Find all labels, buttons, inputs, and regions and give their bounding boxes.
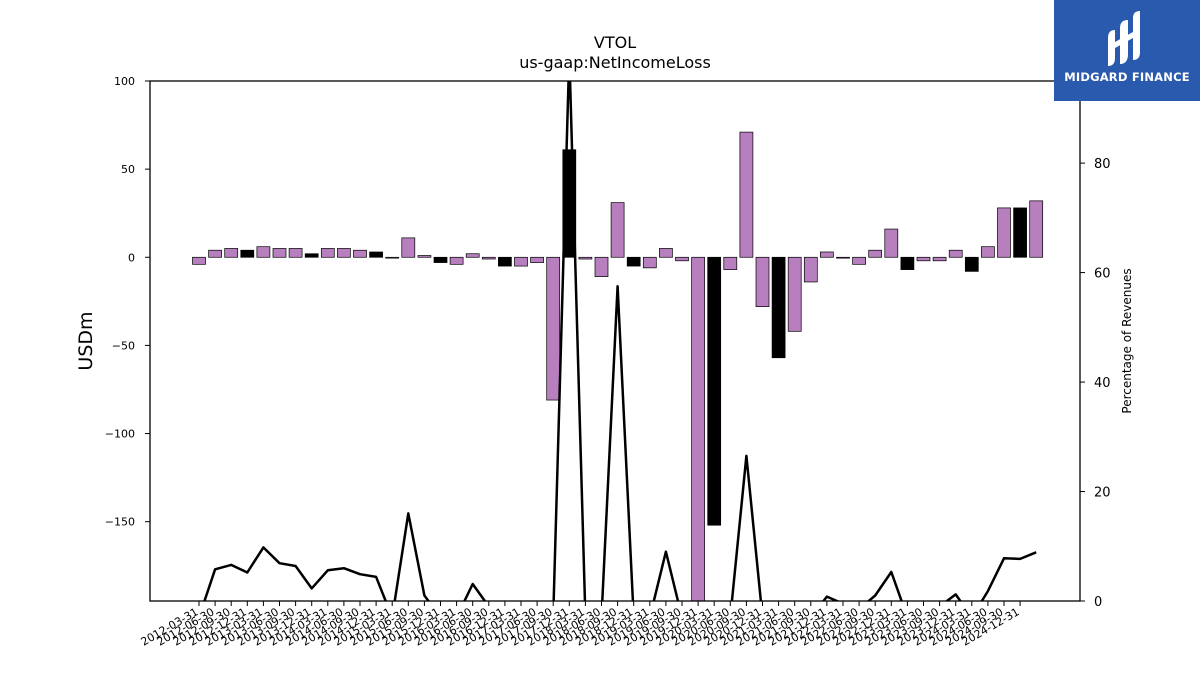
bar [208, 249, 222, 258]
bar [288, 248, 303, 258]
bar [916, 256, 931, 262]
bar [449, 256, 464, 265]
bar [868, 249, 883, 258]
bar [385, 256, 400, 259]
bar [900, 256, 915, 270]
bar [192, 256, 206, 265]
bar [240, 249, 255, 258]
y-axis-ticks: 100 50 0 −50 −100 −150 [105, 75, 150, 529]
bar [852, 256, 866, 265]
bar [1029, 200, 1044, 258]
y2-tick-label: 20 [1094, 486, 1111, 501]
bar [498, 256, 512, 267]
bar [884, 228, 899, 258]
bar [320, 248, 335, 258]
bar [787, 256, 802, 332]
chart-title: VTOL [594, 33, 636, 52]
bar [659, 248, 673, 258]
bar [433, 256, 448, 263]
y2-tick-label: 80 [1094, 157, 1111, 172]
bar [820, 251, 834, 258]
bar [1013, 207, 1027, 258]
y2-tick-label: 60 [1094, 267, 1111, 282]
bar [771, 256, 786, 359]
bar [256, 246, 271, 258]
bar [304, 253, 319, 258]
bar-series [192, 131, 1044, 601]
bar [481, 256, 496, 260]
bar [337, 248, 351, 258]
y-tick-label: 50 [121, 163, 135, 176]
bar [417, 255, 432, 258]
brand-logo: MIDGARD FINANCE [1054, 0, 1200, 101]
bar [530, 256, 544, 263]
bar [546, 256, 561, 401]
bar [739, 131, 754, 258]
plot-frame [149, 80, 1081, 602]
x-axis-ticks: 2012-03-312012-06-302012-09-302012-12-31… [139, 601, 1022, 649]
y2-axis-ticks: 0 20 40 60 80 [1080, 157, 1111, 610]
bar [964, 256, 979, 272]
bar [514, 256, 528, 267]
bar [723, 256, 738, 270]
bar [369, 251, 383, 258]
bar [675, 256, 689, 262]
y-tick-label: −50 [112, 339, 135, 352]
y-tick-label: −100 [105, 428, 135, 441]
y-tick-label: −150 [105, 516, 135, 529]
logo-mark-icon [1108, 11, 1140, 66]
bar [691, 256, 705, 601]
chart-subtitle: us-gaap:NetIncomeLoss [519, 53, 711, 72]
y2-tick-label: 0 [1094, 595, 1102, 610]
y-tick-label: 0 [128, 251, 135, 264]
bar [626, 256, 641, 267]
bar [353, 249, 367, 258]
percentage-line [203, 81, 1037, 601]
bar [836, 256, 850, 259]
bar [272, 248, 287, 258]
bar [465, 253, 480, 258]
bar [981, 246, 995, 258]
bar [594, 256, 609, 278]
bar [803, 256, 818, 283]
y2-tick-label: 40 [1094, 376, 1111, 391]
bar [707, 256, 722, 526]
bar [932, 256, 947, 262]
bar [755, 256, 770, 307]
bar [948, 249, 963, 258]
bar [401, 237, 416, 258]
y-tick-label: 100 [114, 75, 135, 88]
y-axis-label: USDm [75, 311, 97, 370]
y2-axis-label: Percentage of Revenues [1120, 268, 1134, 413]
line-series [203, 81, 1037, 601]
bar [578, 256, 593, 260]
bar [610, 202, 625, 258]
bar [642, 256, 657, 269]
bar [224, 248, 239, 258]
bar [997, 207, 1011, 258]
logo-text: MIDGARD FINANCE [1064, 70, 1190, 84]
